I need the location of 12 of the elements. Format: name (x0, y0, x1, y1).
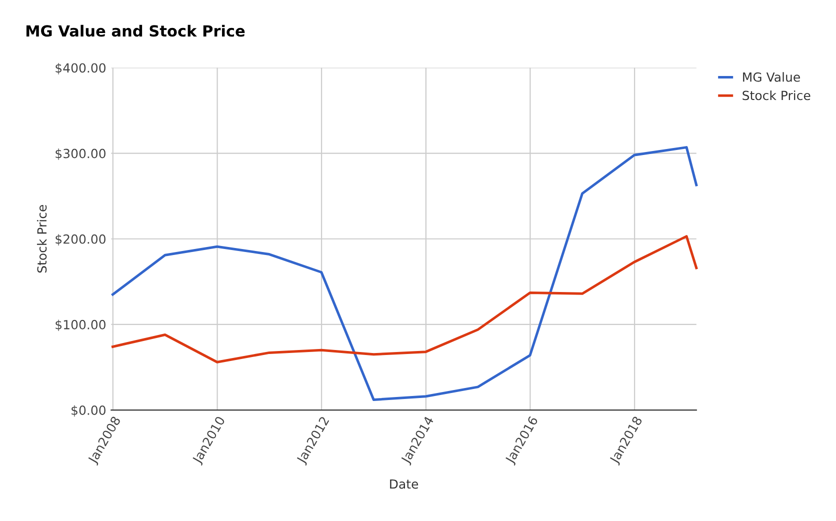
y-tick-label: $400.00 (56, 62, 106, 74)
legend-label: MG Value (743, 72, 800, 82)
legend-label: Stock Price (742, 90, 810, 100)
y-tick-label: $100.00 (56, 320, 106, 332)
x-axis-title: Date (390, 479, 418, 489)
line-series (112, 146, 698, 402)
y-axis-title: Stock Price (36, 205, 47, 273)
y-tick-label: $200.00 (56, 234, 106, 246)
y-tick-label: $300.00 (56, 148, 106, 160)
y-tick-label: $0.00 (72, 405, 106, 417)
line-series (112, 235, 698, 364)
chart-title: MG Value and Stock Price (26, 24, 245, 37)
